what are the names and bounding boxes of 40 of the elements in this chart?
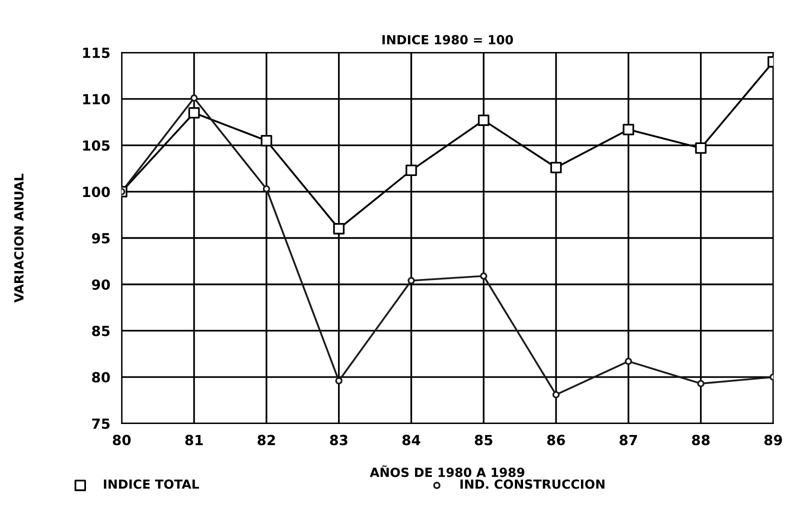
y-tick-label: 85 xyxy=(92,326,110,336)
x-tick-label: 81 xyxy=(185,434,203,446)
x-axis-title: AÑOS DE 1980 A 1989 xyxy=(370,465,524,478)
x-tick-label: 82 xyxy=(258,434,275,446)
x-tick-label: 85 xyxy=(474,434,492,446)
y-tick-label: 105 xyxy=(83,140,110,151)
y-tick-label: 110 xyxy=(83,94,110,104)
x-tick-label: 89 xyxy=(764,434,782,446)
y-tick-label: 100 xyxy=(83,186,110,198)
legend-label: INDICE TOTAL xyxy=(104,479,199,489)
x-tick-label: 83 xyxy=(330,434,348,446)
point xyxy=(333,223,345,234)
y-tick-label: 75 xyxy=(92,418,110,429)
point xyxy=(622,124,634,136)
y-tick-label: 80 xyxy=(92,372,110,383)
point xyxy=(695,142,707,154)
point xyxy=(478,114,490,126)
chart-title: INDICE 1980 = 100 xyxy=(382,34,513,44)
point xyxy=(335,377,342,384)
x-tick-label: 88 xyxy=(692,434,710,446)
point xyxy=(552,391,560,398)
point xyxy=(697,380,704,388)
point xyxy=(408,277,415,284)
y-tick-label: 95 xyxy=(92,232,110,244)
point xyxy=(262,185,270,192)
legend-label: IND. CONSTRUCCION xyxy=(460,479,604,489)
y-tick-label: 90 xyxy=(92,279,110,290)
x-tick-label: 87 xyxy=(620,434,637,446)
point xyxy=(550,162,562,174)
x-tick-label: 80 xyxy=(112,434,131,446)
point xyxy=(624,358,632,365)
point xyxy=(190,94,198,102)
y-tick-label: 115 xyxy=(83,48,110,58)
y-axis-title: VARIACION ANUAL xyxy=(14,174,24,303)
point xyxy=(480,272,488,280)
x-tick-label: 86 xyxy=(547,434,565,446)
point xyxy=(406,164,417,176)
x-tick-label: 84 xyxy=(402,434,420,446)
point xyxy=(188,107,200,119)
point xyxy=(260,134,272,146)
